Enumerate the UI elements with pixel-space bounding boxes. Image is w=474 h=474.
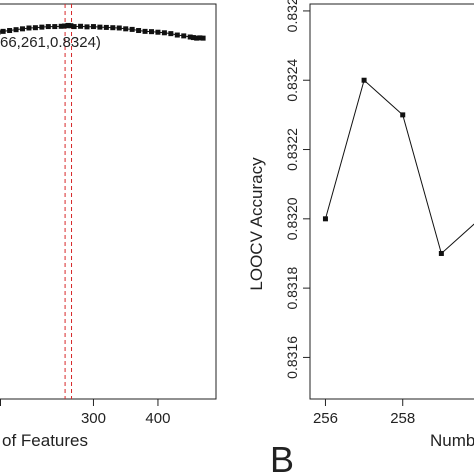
- right-y-tick-label: 0.8326: [284, 0, 300, 32]
- left-point: [78, 23, 84, 29]
- left-point: [187, 34, 193, 40]
- right-y-axis: 0.8316 0.8318 0.8320 0.8322 0.8324 0.8326: [284, 0, 310, 379]
- left-point: [123, 26, 129, 32]
- left-point: [20, 26, 26, 32]
- left-point: [155, 29, 161, 35]
- left-panel: 300 400 66,261,0.8324) of Features: [0, 3, 217, 450]
- left-point: [7, 28, 13, 34]
- left-point: [161, 30, 167, 36]
- left-point: [110, 25, 116, 31]
- right-x-tick-label: 258: [390, 410, 415, 427]
- right-y-tick-label: 0.8324: [284, 59, 300, 102]
- right-panel: 0.8316 0.8318 0.8320 0.8322 0.8324 0.8326 256…: [247, 0, 474, 474]
- left-point: [45, 24, 51, 30]
- left-point: [116, 25, 122, 31]
- left-point: [181, 33, 187, 39]
- panel-letter-b: B: [270, 439, 294, 474]
- left-point: [13, 27, 19, 33]
- left-point: [52, 24, 58, 30]
- left-vlines: [64, 4, 73, 399]
- right-point: [322, 216, 328, 222]
- left-point: [32, 25, 38, 31]
- left-point: [71, 24, 77, 30]
- left-x-tick-label: 300: [81, 410, 106, 427]
- left-point: [90, 24, 96, 30]
- left-point: [39, 24, 45, 30]
- left-series: [0, 22, 206, 41]
- left-annotation: 66,261,0.8324): [0, 34, 101, 51]
- left-point: [149, 29, 155, 35]
- left-point: [97, 24, 103, 30]
- left-point: [136, 28, 142, 34]
- left-x-axis-label: of Features: [2, 431, 88, 450]
- left-point: [103, 24, 109, 30]
- right-y-axis-label: LOOCV Accuracy: [247, 157, 266, 291]
- right-point: [361, 77, 367, 83]
- right-y-tick-label: 0.8320: [284, 197, 300, 240]
- right-x-tick-label: 256: [313, 410, 338, 427]
- left-point: [0, 29, 1, 35]
- left-point: [168, 31, 174, 37]
- left-point: [200, 35, 206, 41]
- left-x-axis: 300 400: [0, 399, 170, 427]
- left-point: [26, 25, 32, 31]
- left-point: [68, 23, 74, 29]
- left-point: [84, 24, 90, 30]
- left-point: [142, 28, 148, 34]
- left-point: [190, 35, 196, 41]
- left-x-tick-label: 400: [145, 410, 170, 427]
- right-point: [400, 112, 406, 118]
- left-point: [197, 35, 203, 41]
- left-point: [0, 28, 6, 34]
- right-x-axis-label: Numb: [430, 431, 474, 450]
- left-plot-frame: [0, 3, 217, 400]
- left-point: [194, 35, 200, 41]
- left-point: [65, 22, 71, 28]
- right-series-line: [324, 79, 474, 255]
- right-plot-frame: [309, 3, 474, 400]
- right-x-axis: 256 258: [313, 399, 415, 427]
- left-point: [174, 32, 180, 38]
- right-y-tick-label: 0.8318: [284, 267, 300, 310]
- right-y-tick-label: 0.8322: [284, 128, 300, 171]
- left-point: [58, 23, 64, 29]
- right-series: [322, 77, 474, 256]
- left-point: [61, 23, 67, 29]
- right-y-tick-label: 0.8316: [284, 336, 300, 379]
- right-point: [438, 250, 444, 256]
- left-point: [129, 26, 135, 32]
